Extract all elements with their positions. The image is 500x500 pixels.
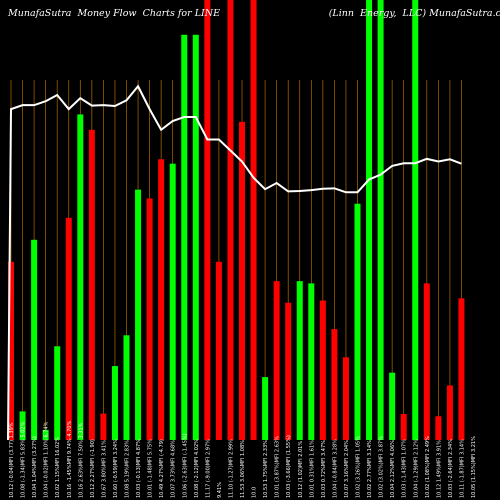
bar-4 [42,429,49,440]
bar-17 [192,34,199,440]
x-tick-label: 11.53 3.06%MFI 1.08% [240,440,246,498]
bar-8 [88,129,95,441]
bar-33 [377,0,384,440]
x-tick-label: 10.03 (-2.64)MFI 2.34% [448,439,454,498]
x-tick-label: 10.60 (-0.59)MFI 3.24% [113,439,119,498]
x-tick-label: 10.05 (1.15%)MFI 3.21% [471,436,477,498]
x-tick-label: 10.53 1.75%MFI 2.33% [263,440,269,498]
bar-24 [273,281,280,440]
x-tick-label: 10.02 (3.26%)MFI 1.05% [356,436,362,498]
bar-25 [285,302,292,440]
bar-1 [8,261,14,440]
x-tick-label: 10.07 3.73%MFI 4.68% [171,440,177,498]
x-tick-label: 9.41% [217,482,223,498]
bar-23 [262,377,269,440]
x-tick-label: 10.16 -1.45%MFI 9.74% 4.70% [67,421,73,498]
x-tick-label: 10.07 3.16%MFI 2.04% [344,440,350,498]
bar-21 [239,121,245,440]
x-tick-label: 11.10 (-1.27)MFI 2.99% [228,439,234,498]
x-tick-label: 10.03 (-3.66)MFI (1.55%) [286,435,292,498]
x-tick-label: 10.02 (3.02%)MFI 3.87% [379,436,385,498]
x-tick-label: 10.03 (-1.43)MFI 1.07% [402,439,408,498]
bar-26 [296,281,303,440]
bar-31 [354,203,361,440]
bar-6 [65,217,72,440]
bar-36 [412,0,419,440]
bar-18 [204,0,211,440]
bar-34 [389,372,396,440]
x-tick-label: 10.11 (-1.87)MFI 3.14% [459,439,465,498]
x-tick-label: 10.12 2.27%MFI (-1.90) [90,439,96,498]
bar-30 [342,357,349,440]
bar-10 [111,366,118,440]
bar-15 [169,163,176,440]
x-tick-label: 10.12 (-0.04)MFI (3.77) 1.39% [9,422,15,498]
x-tick-label: 10.04 2.12%MFI 4.06% [390,440,396,498]
x-tick-label: 10.49 4.27%MFI (-4.79) [159,439,165,498]
x-tick-label: 10.01 (3.87%)MFI 2.63% [275,436,281,498]
x-tick-label: 10.0 [252,487,258,498]
x-tick-label: 10.16 2.63%MFI 7.50% 3.31% [78,422,84,498]
bar-29 [331,329,338,440]
bar-27 [308,283,315,440]
x-tick-label: 10.01 0.31%MFI 1.61% [309,440,315,498]
bar-16 [181,34,188,440]
x-tick-label: 10.02 2.77%MFI 3.14% [367,440,373,498]
bar-14 [158,159,165,440]
x-tick-label: 10.04 (-0.02)MFI 1.10% 6.74% [44,421,50,498]
x-tick-label: 10.67 3.80%MFI 3.41% [101,440,107,498]
bars [8,0,465,441]
bar-39 [446,385,453,440]
bar-37 [423,283,430,440]
bar-35 [400,414,407,440]
bar-22 [250,0,257,440]
bar-7 [77,114,84,441]
x-tick-label: 10.04 (-0.84)MFI 3.28% [332,439,338,498]
x-tick-label: 10.06 (-2.63)MFI (-1.45%) [182,433,188,498]
chart-title: MunafaSutra Money Flow Charts for LINE (… [7,8,500,19]
x-tick-label: 10.03 0.72%MFI 3.47% [321,440,327,498]
x-tick-label: 10.12 (1.02)MFI 2.01% [298,441,304,498]
x-tick-label: 10.04 (-1.29)MFI 2.12% [413,439,419,498]
bar-40 [458,298,465,440]
bar-38 [435,416,442,440]
bar-3 [31,239,38,440]
x-tick-label: 10.08 (-1.34)MFI 5.83% 5.02% [21,421,27,498]
x-tick-label: 10.02 (1.08%)MFI 2.49% [425,436,431,498]
bar-11 [123,335,130,440]
money-flow-line [7,84,462,441]
bar-2 [19,411,26,440]
bar-5 [54,346,61,440]
x-tick-label: 10.12 1.49%MFI 3.91% [436,440,442,498]
x-tick-label: 11.17 (-9.00)MFI 2.97% [205,439,211,498]
x-tick-label: 10.02 1.15%MFI 16.02% [55,437,61,498]
bar-32 [366,0,373,440]
bar-9 [100,413,107,440]
x-axis-labels: 10.12 (-0.04)MFI (3.77) 1.39% 10.08 (-1.3… [9,421,477,498]
bar-12 [135,189,142,440]
x-tick-label: 10.04 1.04%MFI (3.27%) [32,436,38,498]
bar-13 [146,198,153,440]
bar-28 [319,300,326,440]
bar-20 [227,0,234,440]
x-tick-label: 10.03 (-0.13)MFI 4.87% [136,439,142,498]
bar-19 [215,261,222,440]
x-tick-label: 10.01 (-1.48)MFI 5.75% [148,439,154,498]
x-tick-label: 10.08 5.19%MFI 2.83% [125,440,131,498]
x-tick-label: 10.08 (-2.12)MFI 4.02% [194,439,200,498]
